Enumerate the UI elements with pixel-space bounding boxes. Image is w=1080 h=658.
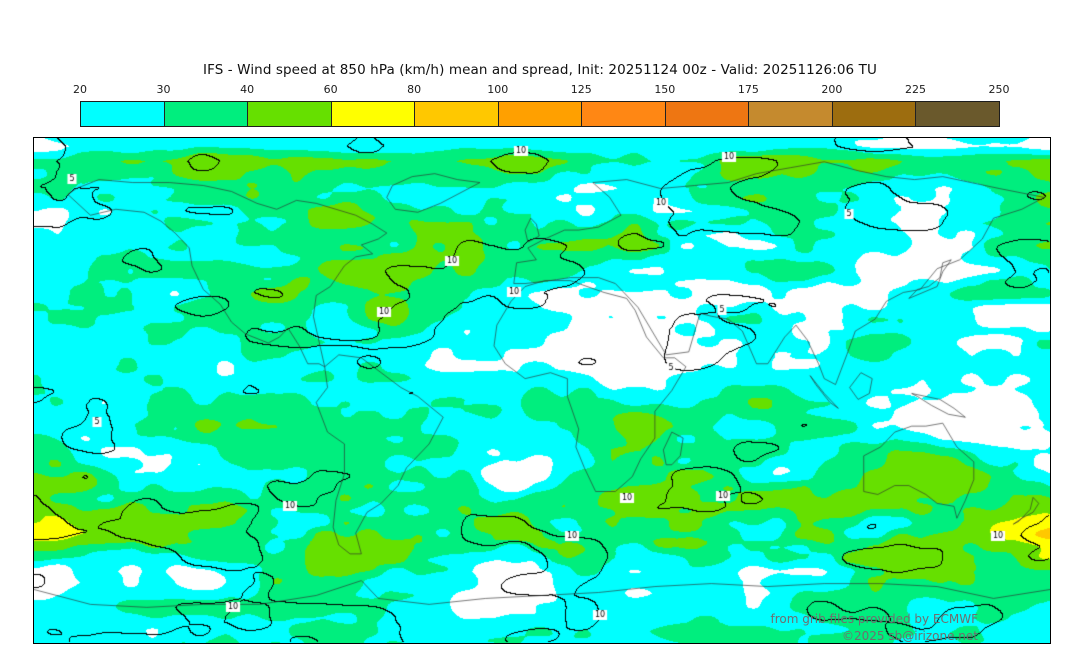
colorbar-tick-label: 20 [73,83,87,96]
colorbar-tick-label: 225 [904,83,926,96]
colorbar-tick-label: 80 [407,83,422,96]
chart-title: IFS - Wind speed at 850 hPa (km/h) mean … [203,62,877,78]
colorbar-segment [831,102,916,126]
colorbar-tick-label: 200 [821,83,843,96]
colorbar-segment [497,102,582,126]
colorbar-segment [81,102,164,126]
credit-source-text: from grib files provided by ECMWF [770,612,978,626]
colorbar-segment [414,102,498,126]
colorbar-tick-row: 20 30 40 60 80 100 125 150 175 200 225 250 [0,83,1080,97]
colorbar-segment [247,102,331,126]
colorbar-segment [330,102,415,126]
colorbar-tick-label: 125 [570,83,592,96]
colorbar-tick-label: 175 [737,83,759,96]
wind-field-canvas [34,138,1050,643]
colorbar-segment [163,102,248,126]
colorbar [80,101,1000,127]
colorbar-tick-label: 100 [487,83,509,96]
credit-copyright-text: ©2025 sb@irizone.net [842,629,978,643]
colorbar-segment [915,102,1000,126]
colorbar-segment [664,102,749,126]
colorbar-tick-label: 30 [156,83,171,96]
colorbar-segment [581,102,665,126]
colorbar-tick-label: 60 [323,83,338,96]
world-wind-map: from grib files provided by ECMWF ©2025 … [33,137,1051,644]
colorbar-tick-label: 150 [654,83,676,96]
colorbar-tick-label: 250 [988,83,1010,96]
colorbar-segment [748,102,832,126]
colorbar-tick-label: 40 [240,83,255,96]
